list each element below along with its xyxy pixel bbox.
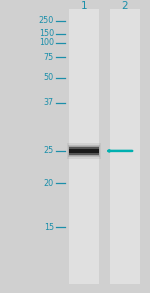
Text: 1: 1 bbox=[81, 1, 87, 11]
Text: 25: 25 bbox=[44, 146, 54, 155]
Bar bbox=[69, 9, 99, 284]
Bar bbox=[67, 143, 101, 159]
Text: 250: 250 bbox=[39, 16, 54, 25]
Text: 75: 75 bbox=[44, 53, 54, 62]
Bar bbox=[69, 146, 99, 156]
Text: 50: 50 bbox=[44, 73, 54, 82]
Text: 150: 150 bbox=[39, 29, 54, 38]
Text: 20: 20 bbox=[44, 179, 54, 188]
Text: 2: 2 bbox=[121, 1, 128, 11]
Text: 15: 15 bbox=[44, 223, 54, 231]
Text: 37: 37 bbox=[44, 98, 54, 107]
Text: 100: 100 bbox=[39, 38, 54, 47]
Bar bbox=[69, 149, 99, 153]
Bar bbox=[68, 145, 100, 157]
Bar bbox=[69, 147, 99, 155]
Bar bbox=[110, 9, 140, 284]
